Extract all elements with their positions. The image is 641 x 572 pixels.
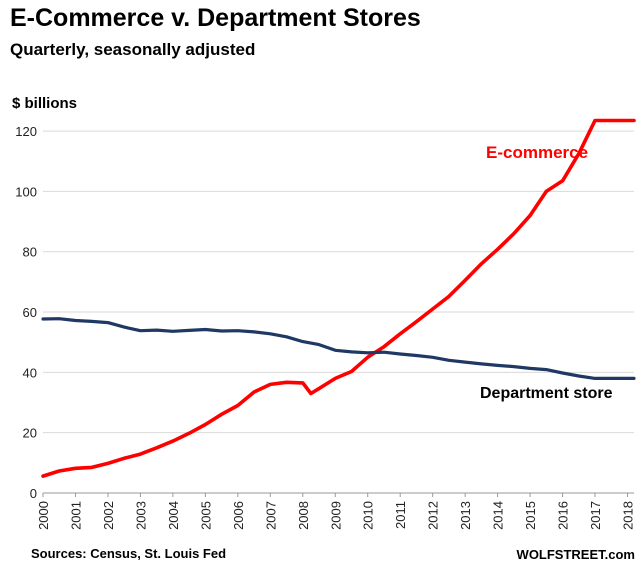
x-tick-label: 2004 (166, 501, 181, 530)
x-tick-label: 2003 (133, 501, 148, 530)
x-tick-label: 2009 (328, 501, 343, 530)
x-tick-label: 2015 (523, 501, 538, 530)
y-axis-label: $ billions (12, 95, 77, 112)
x-tick-label: 2007 (263, 501, 278, 530)
x-tick-label: 2014 (491, 501, 506, 530)
ecommerce-series-label: E-commerce (486, 143, 588, 162)
x-tick-label: 2018 (621, 501, 636, 530)
ecommerce-line (41, 118, 636, 478)
brand-watermark: WOLFSTREET.com (516, 547, 635, 562)
x-tick-label: 2001 (68, 501, 83, 530)
department-store-line (41, 317, 636, 380)
chart-subtitle: Quarterly, seasonally adjusted (10, 40, 256, 59)
x-tick-label: 2012 (426, 501, 441, 530)
y-tick-label: 80 (23, 245, 37, 260)
y-axis-ticks: 0 20 40 60 80 100 120 (15, 124, 37, 501)
sources-note: Sources: Census, St. Louis Fed (31, 546, 227, 561)
y-tick-label: 120 (15, 124, 37, 139)
series-lines (41, 118, 636, 478)
gridlines (42, 130, 634, 497)
chart-title: E-Commerce v. Department Stores (10, 4, 421, 32)
x-tick-label: 2017 (588, 501, 603, 530)
x-tick-label: 2010 (361, 501, 376, 530)
x-tick-label: 2000 (36, 501, 51, 530)
y-tick-label: 20 (23, 426, 37, 441)
y-tick-label: 40 (23, 365, 37, 380)
x-tick-label: 2006 (231, 501, 246, 530)
x-tick-label: 2011 (393, 501, 408, 529)
x-tick-label: 2008 (296, 501, 311, 530)
y-tick-label: 100 (15, 184, 37, 199)
x-tick-label: 2002 (101, 501, 116, 530)
x-tick-label: 2013 (458, 501, 473, 530)
department-store-series-label: Department store (480, 385, 613, 402)
x-tick-label: 2005 (198, 501, 213, 530)
y-tick-label: 60 (23, 305, 37, 320)
x-axis-ticks: 2000 2001 2002 2003 2004 2005 2006 2007 2008 2009… (36, 501, 636, 530)
y-tick-label: 0 (30, 486, 37, 501)
x-tick-label: 2016 (556, 501, 571, 530)
